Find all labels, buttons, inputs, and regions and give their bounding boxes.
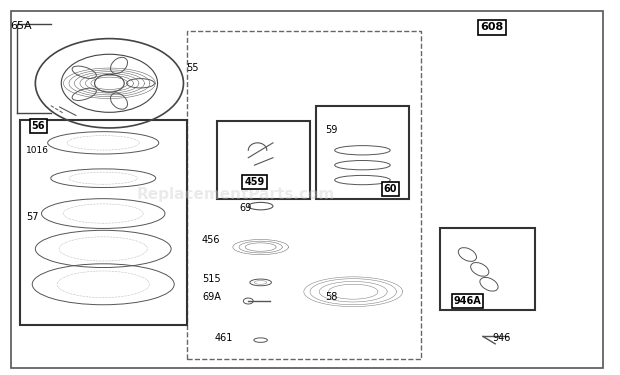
Text: 456: 456	[202, 235, 221, 244]
Bar	[316, 106, 409, 199]
Text: 515: 515	[202, 274, 221, 284]
Text: 946A: 946A	[453, 296, 481, 306]
Bar	[20, 120, 187, 325]
Text: 58: 58	[326, 292, 338, 302]
Text: 1016: 1016	[26, 146, 49, 155]
Text: 65A: 65A	[11, 21, 32, 31]
Text: 946: 946	[492, 333, 510, 343]
Text: 461: 461	[215, 333, 232, 343]
Text: 59: 59	[326, 125, 338, 135]
Text: ReplacementParts.com: ReplacementParts.com	[137, 188, 335, 202]
Text: 55: 55	[187, 63, 199, 74]
Bar	[218, 120, 310, 199]
Text: 56: 56	[32, 121, 45, 131]
Bar	[440, 228, 535, 310]
Bar	[187, 31, 421, 359]
Text: 57: 57	[26, 212, 38, 222]
Text: 69: 69	[239, 203, 251, 213]
Text: 60: 60	[384, 184, 397, 194]
Text: 69A: 69A	[202, 292, 221, 302]
Text: 459: 459	[244, 177, 265, 187]
Text: 608: 608	[480, 22, 503, 33]
